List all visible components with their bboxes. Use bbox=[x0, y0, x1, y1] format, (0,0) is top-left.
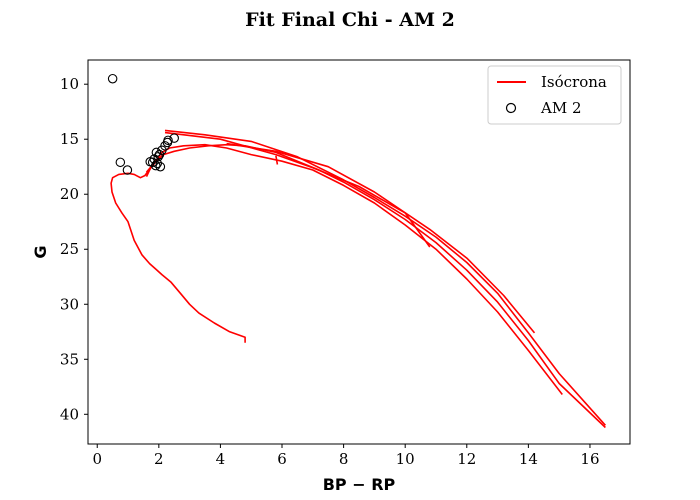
plot-area: 0 2 4 6 8 10 12 14 16 10 15 20 25 30 35 40 bbox=[60, 59, 631, 468]
x-axis: 0 2 4 6 8 10 12 14 16 bbox=[92, 444, 600, 468]
am2-point bbox=[163, 135, 173, 146]
legend-box bbox=[487, 65, 622, 125]
y-tick-label: 25 bbox=[60, 240, 79, 258]
isocrona-line bbox=[164, 129, 606, 426]
am2-point bbox=[152, 158, 163, 169]
isocrona-line bbox=[275, 155, 279, 165]
y-tick-label: 40 bbox=[60, 405, 79, 423]
y-tick-label: 35 bbox=[60, 350, 79, 368]
series-isocrona bbox=[110, 129, 606, 429]
x-tick-label: 6 bbox=[277, 450, 287, 468]
legend-label-am2: AM 2 bbox=[540, 99, 582, 117]
am2-point bbox=[169, 133, 179, 143]
am2-point bbox=[107, 73, 118, 84]
x-axis-label: BP − RP bbox=[323, 475, 396, 494]
x-tick-label: 10 bbox=[396, 450, 415, 468]
x-tick-label: 0 bbox=[92, 450, 102, 468]
legend-label-isocrona: Isócrona bbox=[541, 73, 607, 91]
x-tick-label: 8 bbox=[339, 450, 349, 468]
x-tick-label: 14 bbox=[519, 450, 538, 468]
x-tick-label: 16 bbox=[580, 450, 599, 468]
y-tick-label: 10 bbox=[60, 75, 79, 93]
am2-point bbox=[151, 160, 161, 171]
y-tick-label: 15 bbox=[60, 130, 79, 148]
am2-point bbox=[115, 157, 126, 168]
am2-point bbox=[155, 161, 166, 172]
x-tick-label: 4 bbox=[216, 450, 226, 468]
isocrona-line bbox=[145, 143, 563, 395]
y-axis-label: G bbox=[31, 245, 50, 258]
y-axis: 10 15 20 25 30 35 40 bbox=[60, 75, 88, 423]
legend: Isócrona AM 2 bbox=[487, 65, 622, 125]
isocrona-line bbox=[164, 131, 431, 248]
chart-title: Fit Final Chi - AM 2 bbox=[245, 9, 455, 31]
x-tick-label: 12 bbox=[457, 450, 476, 468]
am2-point bbox=[122, 165, 133, 175]
x-tick-label: 2 bbox=[154, 450, 164, 468]
am2-point bbox=[160, 141, 170, 151]
isocrona-line bbox=[110, 143, 606, 429]
y-tick-label: 30 bbox=[60, 295, 79, 313]
am2-point bbox=[151, 147, 162, 158]
y-tick-label: 20 bbox=[60, 185, 79, 203]
legend-marker-swatch bbox=[505, 102, 517, 114]
series-am2 bbox=[107, 73, 179, 175]
plot-frame bbox=[87, 59, 631, 445]
isocrona-line bbox=[226, 142, 536, 334]
